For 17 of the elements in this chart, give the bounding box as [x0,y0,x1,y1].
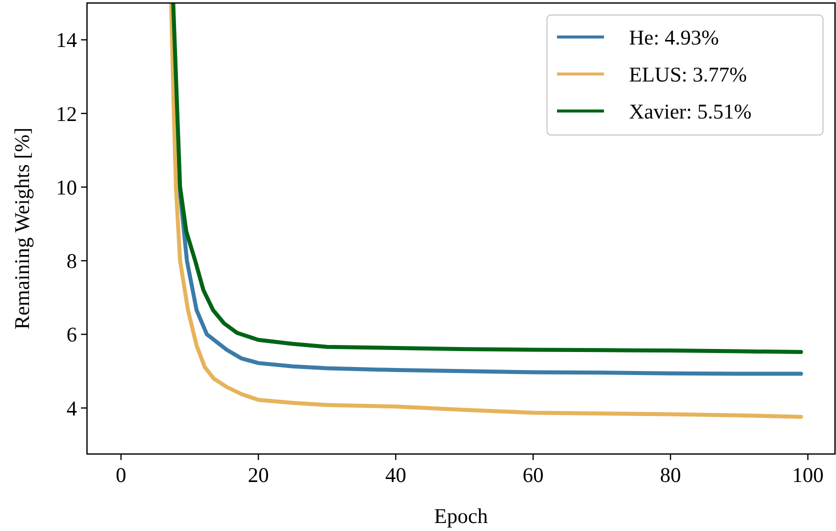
legend-label: Xavier: 5.51% [629,99,752,124]
y-tick-label: 12 [56,102,77,126]
y-axis-title: Remaining Weights [%] [10,127,34,330]
legend-label: He: 4.93% [629,25,719,50]
x-tick-label: 0 [116,463,126,487]
y-tick-label: 6 [66,322,77,347]
x-axis-title: Epoch [434,504,488,528]
x-tick-label: 80 [660,463,681,487]
y-tick-label: 8 [66,249,77,274]
x-tick-label: 20 [248,463,269,487]
legend-label: ELUS: 3.77% [629,62,747,86]
y-tick-label: 14 [56,28,78,52]
y-tick-label: 10 [56,175,77,200]
x-tick-label: 60 [522,463,544,487]
x-tick-label: 40 [385,463,406,487]
x-tick-label: 100 [792,463,824,487]
y-tick-label: 4 [66,396,78,420]
